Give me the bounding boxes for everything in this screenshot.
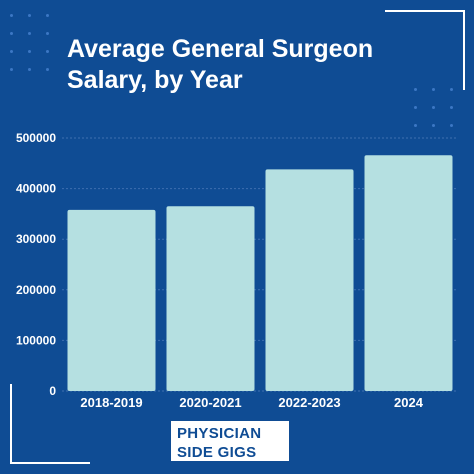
- y-tick-label: 200000: [16, 283, 56, 297]
- y-tick-label: 500000: [16, 131, 56, 145]
- y-tick-label: 400000: [16, 182, 56, 196]
- y-tick-label: 300000: [16, 232, 56, 246]
- bar: [265, 169, 354, 391]
- decorative-dot: [432, 88, 435, 91]
- decorative-dot: [414, 106, 417, 109]
- y-tick-label: 100000: [16, 333, 56, 347]
- decorative-dot: [28, 68, 31, 71]
- decorative-corner-line-top-right-vertical: [463, 10, 465, 90]
- decorative-dot: [432, 124, 435, 127]
- decorative-dot: [10, 50, 13, 53]
- bar: [364, 155, 453, 391]
- x-tick-label: 2020-2021: [179, 395, 241, 410]
- decorative-dot: [10, 14, 13, 17]
- decorative-dot: [46, 32, 49, 35]
- x-tick-label: 2022-2023: [278, 395, 340, 410]
- decorative-dot: [414, 88, 417, 91]
- decorative-dot: [450, 106, 453, 109]
- x-tick-label: 2018-2019: [80, 395, 142, 410]
- decorative-dot: [46, 68, 49, 71]
- decorative-dot: [28, 50, 31, 53]
- chart-title: Average General Surgeon Salary, by Year: [67, 35, 374, 94]
- decorative-dot: [450, 124, 453, 127]
- decorative-dot: [432, 106, 435, 109]
- bar: [166, 206, 255, 391]
- decorative-dot: [28, 32, 31, 35]
- decorative-dot: [414, 124, 417, 127]
- decorative-dot: [450, 88, 453, 91]
- decorative-corner-line-bottom-left-horizontal: [10, 462, 90, 464]
- x-tick-label: 2024: [394, 395, 424, 410]
- bar: [67, 209, 156, 391]
- decorative-dot: [10, 32, 13, 35]
- y-tick-label: 0: [49, 384, 56, 398]
- brand-line-2: SIDE GIGS: [177, 444, 257, 461]
- brand-line-1: PHYSICIAN: [177, 425, 262, 442]
- decorative-dot: [10, 68, 13, 71]
- decorative-dot: [46, 50, 49, 53]
- brand-logo: PHYSICIAN SIDE GIGS: [171, 421, 289, 461]
- decorative-corner-line-top-right-horizontal: [385, 10, 465, 12]
- decorative-dot: [28, 14, 31, 17]
- decorative-corner-line-bottom-left-vertical: [10, 384, 12, 464]
- decorative-dot: [46, 14, 49, 17]
